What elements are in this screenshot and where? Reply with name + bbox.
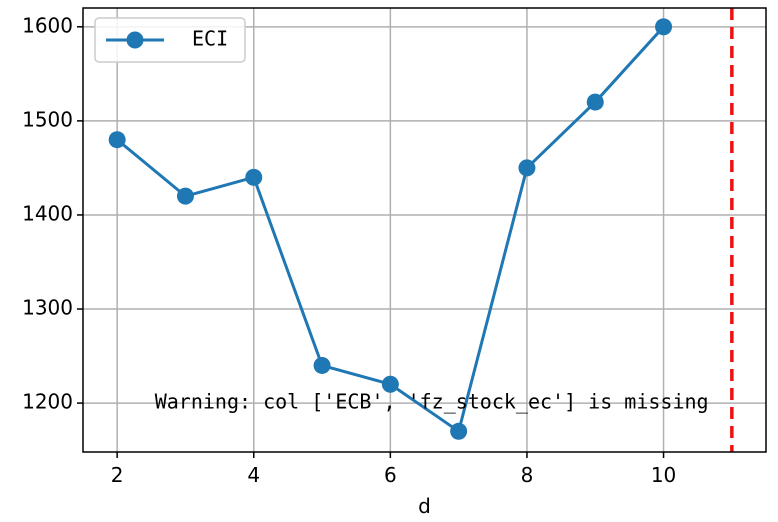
y-tick-label: 1200 — [22, 390, 73, 414]
data-point — [313, 356, 331, 374]
x-tick-label: 2 — [111, 463, 124, 487]
plot-frame — [82, 7, 767, 453]
legend: ECI — [94, 17, 246, 63]
data-point — [108, 131, 126, 149]
data-point — [586, 93, 604, 111]
data-point — [381, 375, 399, 393]
legend-box — [94, 17, 246, 63]
x-tick-label: 6 — [384, 463, 397, 487]
series-layer — [108, 18, 673, 440]
data-point — [655, 18, 673, 36]
data-point — [176, 187, 194, 205]
data-point — [245, 168, 263, 186]
y-axis-ticks: 1200 1300 1400 1500 1600 — [22, 13, 83, 414]
y-tick-label: 1600 — [22, 13, 73, 37]
x-tick-label: 8 — [521, 463, 534, 487]
grid — [83, 8, 766, 452]
legend-marker — [126, 31, 144, 49]
x-tick-label: 4 — [247, 463, 260, 487]
y-tick-label: 1400 — [22, 201, 73, 225]
data-point — [450, 422, 468, 440]
plot-background — [83, 8, 766, 452]
x-tick-label: 10 — [651, 463, 676, 487]
legend-label: ECI — [192, 27, 228, 51]
y-tick-label: 1500 — [22, 107, 73, 131]
warning-annotation: Warning: col ['ECB', 'fz_stock_ec'] is m… — [155, 390, 709, 414]
y-tick-label: 1300 — [22, 296, 73, 320]
x-axis-ticks: 2 4 6 8 10 — [111, 452, 676, 487]
x-axis-label: d — [418, 494, 431, 518]
data-point — [518, 159, 536, 177]
